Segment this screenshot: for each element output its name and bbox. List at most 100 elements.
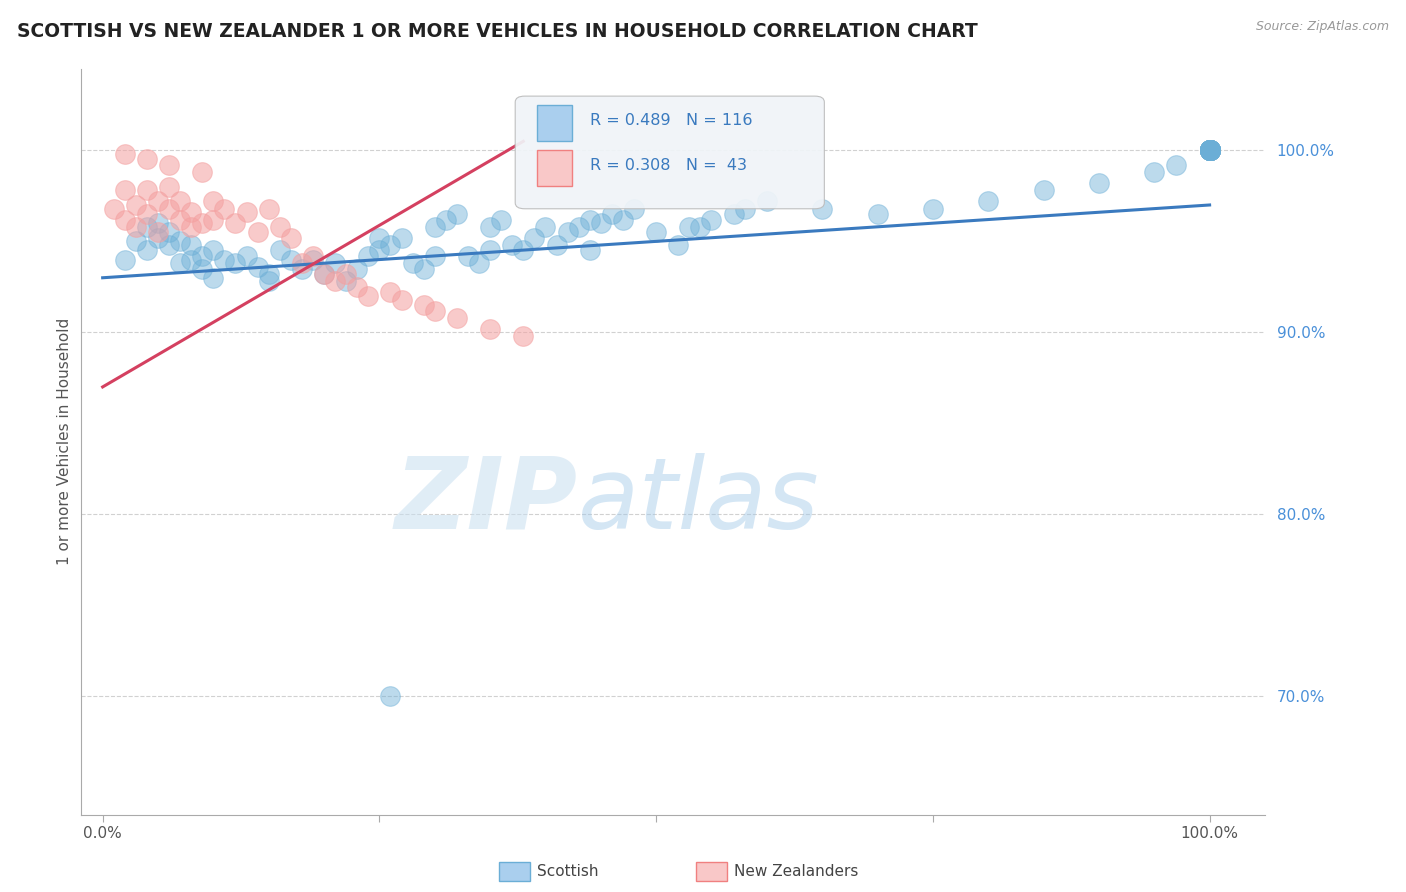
Point (368, 231, 391, 245)
Point (1198, 144, 1220, 158)
Point (1198, 144, 1220, 158)
Point (280, 252, 302, 267)
Point (1198, 144, 1220, 158)
Point (1198, 144, 1220, 158)
Point (1198, 144, 1220, 158)
Point (235, 205, 257, 219)
Point (257, 274, 280, 288)
Point (1198, 144, 1220, 158)
Point (1198, 144, 1220, 158)
Point (312, 267, 335, 281)
Point (157, 225, 180, 239)
Point (1088, 176, 1111, 190)
Point (323, 256, 346, 270)
Point (335, 267, 357, 281)
Point (346, 261, 368, 276)
FancyBboxPatch shape (537, 150, 572, 186)
Point (1198, 144, 1220, 158)
Text: SCOTTISH VS NEW ZEALANDER 1 OR MORE VEHICLES IN HOUSEHOLD CORRELATION CHART: SCOTTISH VS NEW ZEALANDER 1 OR MORE VEHI… (17, 22, 977, 41)
Point (512, 329, 534, 343)
Point (578, 212, 600, 227)
Point (302, 252, 325, 267)
Point (446, 207, 468, 221)
Point (666, 238, 689, 252)
Point (114, 212, 136, 227)
Point (146, 194, 169, 209)
Text: ZIP: ZIP (395, 453, 578, 549)
Point (489, 212, 512, 227)
Point (157, 238, 180, 252)
Point (114, 183, 136, 197)
Point (224, 256, 246, 270)
Point (623, 202, 645, 216)
Point (512, 244, 534, 258)
Point (202, 270, 225, 285)
Point (257, 267, 280, 281)
Point (1143, 165, 1166, 179)
Point (1032, 183, 1054, 197)
Point (180, 219, 202, 234)
Point (323, 274, 346, 288)
Point (734, 202, 756, 216)
Text: Scottish: Scottish (537, 864, 599, 879)
Point (291, 256, 314, 270)
Point (180, 205, 202, 219)
Point (534, 219, 557, 234)
Point (136, 153, 159, 167)
Point (457, 249, 479, 263)
Point (380, 285, 402, 300)
Text: atlas: atlas (578, 453, 820, 549)
Point (568, 219, 591, 234)
Point (224, 216, 246, 230)
Point (468, 256, 491, 270)
Point (600, 207, 623, 221)
Point (755, 194, 778, 209)
Point (1198, 144, 1220, 158)
Point (479, 244, 502, 258)
Point (312, 267, 335, 281)
Point (214, 252, 236, 267)
Point (269, 219, 291, 234)
Point (1198, 144, 1220, 158)
FancyBboxPatch shape (515, 96, 824, 209)
Point (423, 249, 446, 263)
Point (1198, 144, 1220, 158)
Point (546, 238, 568, 252)
Point (180, 238, 202, 252)
Point (557, 225, 579, 239)
Point (125, 219, 148, 234)
Point (357, 249, 380, 263)
Point (136, 219, 159, 234)
Point (125, 198, 148, 212)
Y-axis label: 1 or more Vehicles in Household: 1 or more Vehicles in Household (58, 318, 72, 566)
Point (157, 202, 180, 216)
Point (246, 260, 269, 274)
Point (1198, 144, 1220, 158)
Point (269, 244, 291, 258)
Point (1198, 144, 1220, 158)
Point (214, 202, 236, 216)
Point (578, 244, 600, 258)
Text: New Zealanders: New Zealanders (734, 864, 858, 879)
Point (1198, 144, 1220, 158)
Point (202, 212, 225, 227)
Point (335, 274, 357, 288)
Point (589, 216, 612, 230)
Text: R = 0.308   N =  43: R = 0.308 N = 43 (591, 158, 747, 173)
Point (523, 231, 546, 245)
Text: Source: ZipAtlas.com: Source: ZipAtlas.com (1256, 20, 1389, 33)
Point (811, 202, 834, 216)
Point (136, 207, 159, 221)
Point (723, 207, 745, 221)
Point (1198, 144, 1220, 158)
Point (357, 289, 380, 303)
Point (169, 235, 191, 249)
Point (146, 225, 169, 239)
Point (1198, 144, 1220, 158)
Point (645, 225, 668, 239)
Point (423, 303, 446, 318)
Point (1198, 144, 1220, 158)
Point (1198, 144, 1220, 158)
Point (235, 249, 257, 263)
Point (1198, 144, 1220, 158)
